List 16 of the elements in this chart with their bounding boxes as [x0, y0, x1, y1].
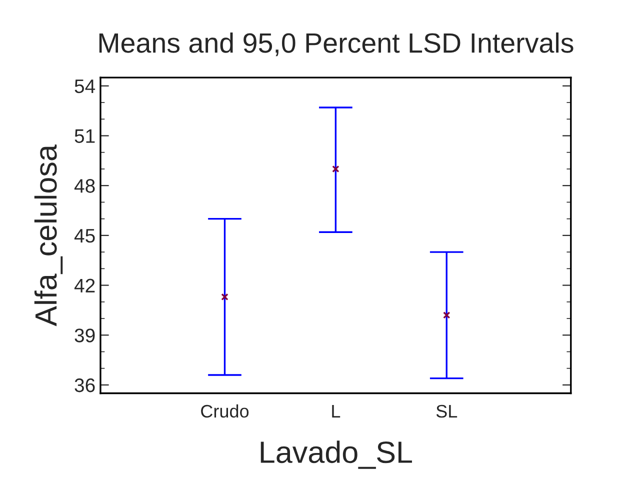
y-tick-label: 39	[74, 328, 95, 342]
x-axis-title: Lavado_SL	[260, 440, 412, 469]
y-axis-title: Alfa_celulosa	[34, 144, 63, 326]
y-tick-label: 54	[74, 80, 96, 94]
x-tick-label: SL	[436, 404, 458, 418]
point	[443, 312, 450, 319]
point	[332, 165, 340, 173]
x-tick-label: L	[332, 405, 340, 418]
y-tick-label: 42	[74, 278, 95, 292]
y-tick-label: 45	[74, 229, 95, 243]
x-tick-label: Crudo	[201, 404, 249, 418]
y-tick-label: 36	[74, 378, 95, 392]
point	[221, 293, 228, 301]
y-tick-label: 48	[74, 179, 95, 193]
chart-title: Means and 95,0 Percent LSD Intervals	[99, 32, 574, 56]
y-tick-label: 51	[74, 129, 95, 143]
